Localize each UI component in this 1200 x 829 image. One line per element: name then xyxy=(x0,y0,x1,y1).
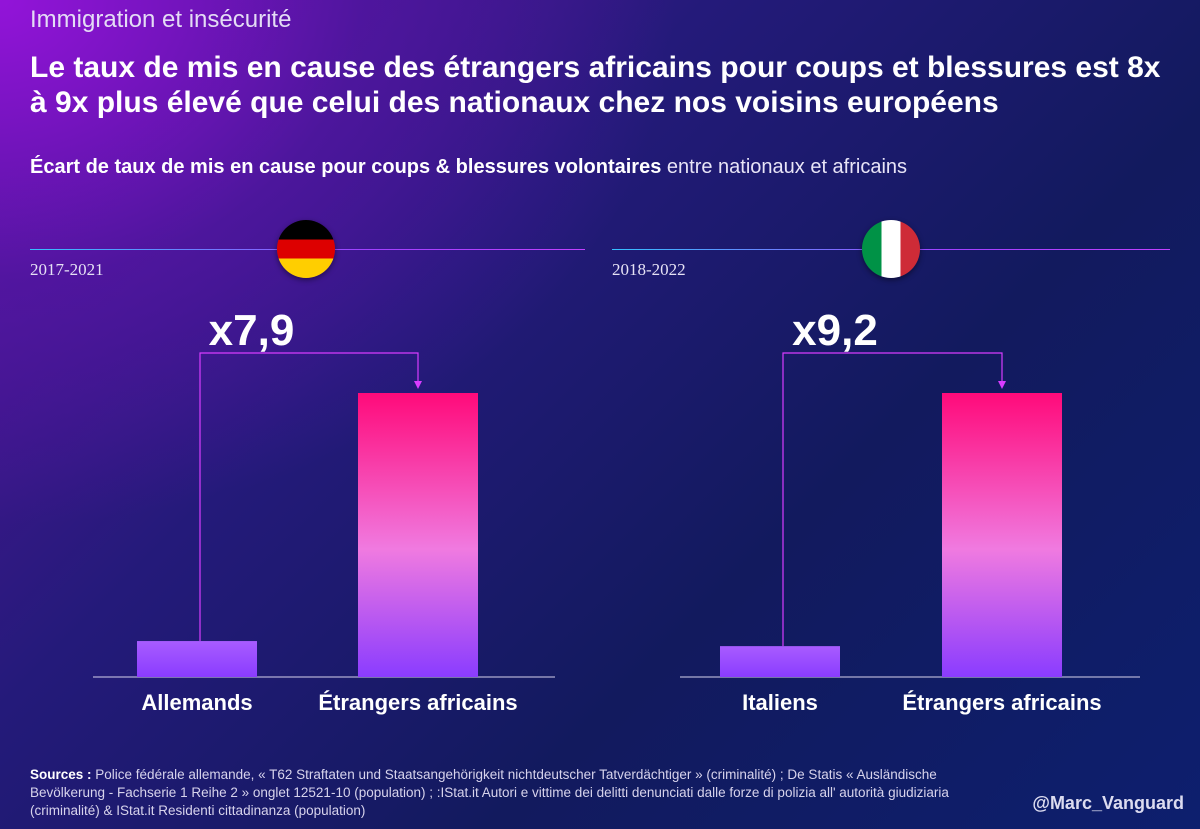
connector-line xyxy=(782,352,1003,647)
page-title: Le taux de mis en cause des étrangers af… xyxy=(30,51,1161,119)
subtitle-bold: Écart de taux de mis en cause pour coups… xyxy=(30,156,662,178)
bar xyxy=(942,393,1062,677)
multiplier-label: x9,2 xyxy=(792,306,878,355)
author-handle: @Marc_Vanguard xyxy=(1032,793,1184,813)
italy-flag-icon xyxy=(862,220,920,278)
germany-flag-icon xyxy=(277,220,335,278)
subtitle-rest: entre nationaux et africains xyxy=(661,156,908,178)
connector-line xyxy=(199,352,419,642)
category-label: Allemands xyxy=(141,690,252,715)
period-germany: 2017-2021 xyxy=(30,260,104,279)
sources-note: Sources : Police fédérale allemande, « T… xyxy=(30,766,990,820)
connector-arrow xyxy=(414,381,422,389)
kicker: Immigration et insécurité xyxy=(30,6,292,33)
bar xyxy=(358,393,478,677)
sources-text: Police fédérale allemande, « T62 Strafta… xyxy=(30,767,949,818)
chart-subtitle: Écart de taux de mis en cause pour coups… xyxy=(30,156,907,179)
connector-arrow xyxy=(998,381,1006,389)
category-label: Étrangers africains xyxy=(902,690,1101,715)
bar xyxy=(137,641,257,677)
category-label: Étrangers africains xyxy=(318,690,517,715)
period-italy: 2018-2022 xyxy=(612,260,686,279)
multiplier-label: x7,9 xyxy=(209,306,295,355)
bar xyxy=(720,646,840,677)
category-label: Italiens xyxy=(742,690,818,715)
sources-label: Sources : xyxy=(30,767,92,782)
